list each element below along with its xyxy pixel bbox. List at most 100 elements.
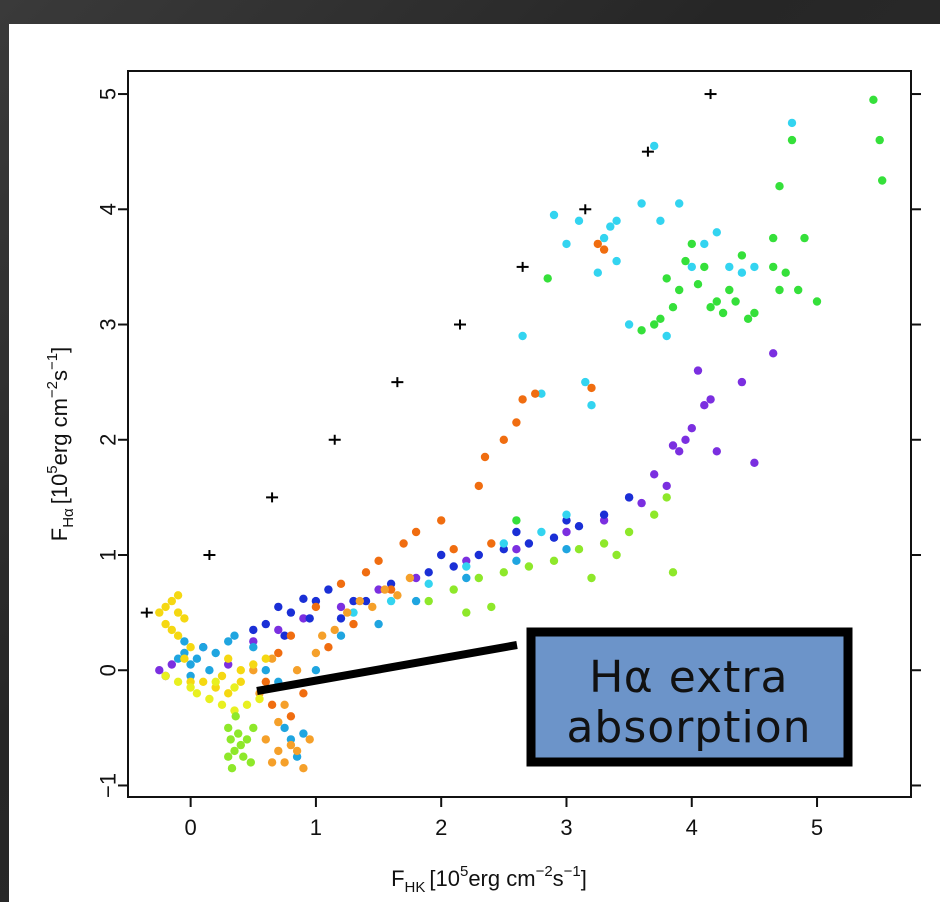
data-point (242, 700, 252, 709)
data-point (562, 545, 571, 554)
data-point (637, 199, 646, 208)
data-point (712, 228, 721, 237)
data-point (668, 303, 678, 312)
data-point (681, 435, 690, 444)
data-point (336, 631, 346, 640)
data-point (267, 758, 277, 767)
data-point (274, 746, 283, 756)
data-point (599, 510, 609, 519)
data-point (656, 314, 665, 323)
data-point (499, 539, 508, 548)
data-point (224, 637, 233, 646)
data-point (405, 573, 415, 583)
data-point (161, 619, 170, 629)
x-tick-label: 2 (435, 815, 447, 840)
data-point (637, 326, 646, 335)
data-point (167, 625, 176, 635)
data-point (161, 602, 170, 612)
data-point (549, 210, 559, 220)
data-point (650, 141, 659, 151)
data-point (656, 216, 665, 225)
reference-cross (140, 607, 153, 618)
data-point (261, 619, 270, 629)
data-point (274, 625, 283, 635)
data-point (286, 740, 296, 750)
data-point (562, 510, 571, 519)
data-point (668, 568, 678, 577)
y-tick-label: 4 (96, 203, 121, 215)
data-point (349, 596, 358, 606)
data-point (518, 395, 527, 404)
data-point (249, 723, 258, 733)
data-point (662, 331, 671, 341)
data-point (794, 285, 803, 295)
data-point (211, 648, 220, 658)
data-point (706, 395, 715, 404)
x-tick-label: 0 (185, 815, 197, 840)
y-tick-label: 0 (96, 664, 121, 676)
scatter-plot: 0 1 2 3 4 5 −1 0 1 2 3 4 5 Hα extra absorption FHK[… (44, 70, 921, 896)
data-point (524, 562, 534, 571)
data-point (261, 677, 270, 686)
data-point (775, 285, 784, 295)
data-point (462, 608, 471, 617)
data-point (230, 631, 239, 640)
reference-cross (391, 377, 404, 388)
data-point (769, 349, 778, 358)
data-point (374, 585, 383, 594)
data-point (474, 550, 483, 560)
data-point (361, 596, 371, 606)
data-point (311, 596, 321, 606)
data-point (211, 677, 220, 686)
data-point (239, 752, 248, 761)
data-point (286, 712, 296, 721)
data-point (249, 643, 258, 652)
data-point (693, 366, 703, 375)
annotation-line-2: absorption (566, 702, 811, 753)
data-point (487, 539, 496, 548)
data-point (650, 510, 659, 519)
data-point (249, 660, 258, 669)
data-point (512, 418, 521, 427)
data-point (180, 614, 189, 623)
data-point (769, 233, 778, 243)
data-point (650, 320, 659, 329)
data-point (261, 666, 270, 675)
data-point (173, 677, 183, 686)
data-point (712, 447, 721, 456)
reference-cross (203, 550, 216, 560)
data-point (186, 643, 195, 652)
data-point (186, 671, 195, 681)
data-point (424, 579, 433, 588)
data-point (255, 694, 264, 704)
data-point (226, 735, 235, 744)
data-point (675, 285, 684, 295)
data-point (512, 545, 521, 554)
data-point (292, 746, 302, 756)
reference-cross (453, 319, 466, 330)
data-point (167, 596, 176, 606)
data-point (231, 712, 240, 721)
data-point (236, 677, 245, 686)
data-point (612, 216, 621, 225)
data-point (330, 625, 339, 635)
data-point (769, 262, 778, 272)
x-tick-label: 3 (560, 815, 572, 840)
data-point (700, 262, 709, 272)
data-point (437, 550, 446, 560)
data-point (274, 602, 283, 612)
data-point (624, 527, 634, 537)
data-point (286, 631, 296, 640)
data-point (531, 389, 540, 398)
data-point (562, 239, 571, 249)
data-point (718, 308, 728, 318)
data-point (725, 285, 734, 295)
data-point (787, 135, 797, 145)
data-point (349, 619, 358, 629)
data-point (280, 723, 289, 733)
data-point (574, 216, 584, 225)
data-point (336, 579, 346, 588)
data-point (224, 752, 233, 761)
data-point (524, 539, 534, 548)
y-tick-label: 1 (96, 549, 121, 561)
